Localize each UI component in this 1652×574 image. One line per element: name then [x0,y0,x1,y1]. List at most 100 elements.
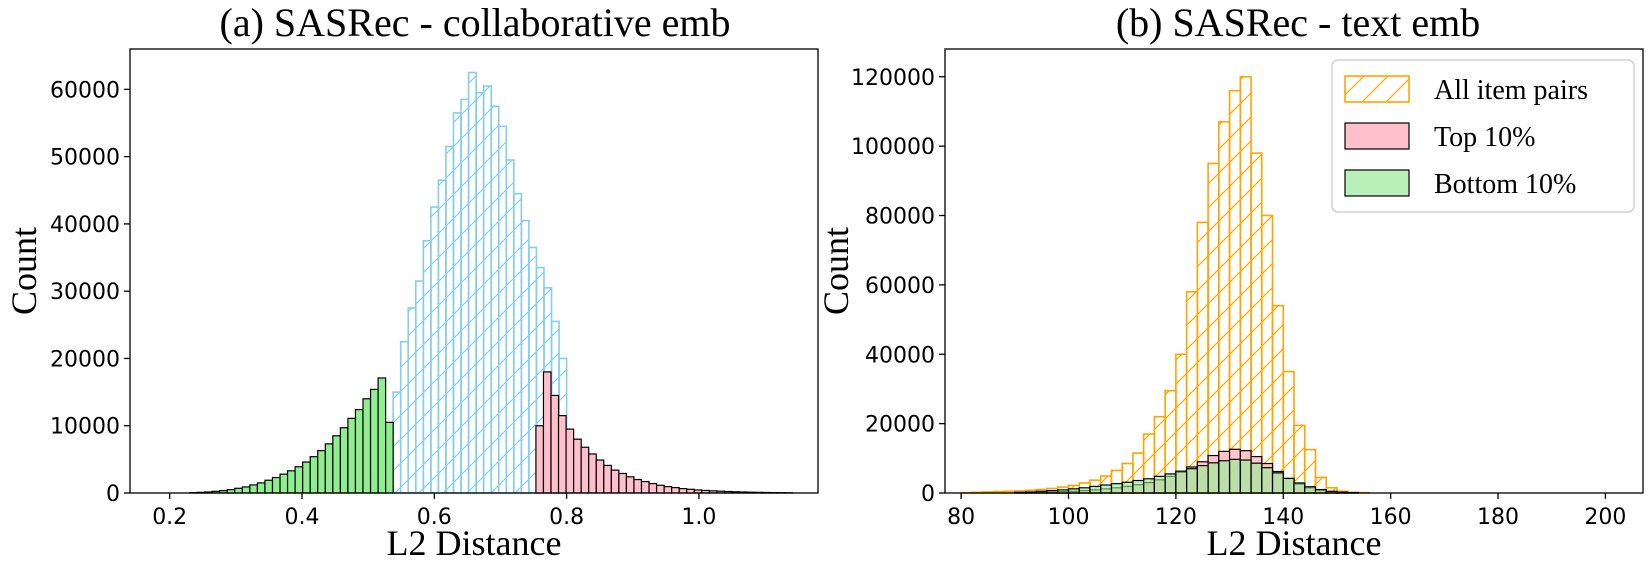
panel-a-bar-middle [475,91,485,494]
panel-a-bar-bottom-10 [377,377,387,494]
panel-b-bar-bottom-10 [1239,459,1252,494]
legend-swatch-all-pairs [1344,75,1410,103]
panel-a-bar-bottom-10 [256,482,266,494]
panel-a-bar-middle [528,246,538,494]
panel-b-bar-bottom-10 [1218,460,1231,494]
panel-a-bar-middle [482,85,493,494]
panel-a-bar-top-10 [542,371,552,494]
panel-a-bar-top-10 [625,476,635,494]
panel-a-bar-middle [490,105,500,494]
panel-a-bar-bottom-10 [354,408,364,494]
panel-a-bar-bottom-10 [317,450,326,494]
panel-b-bar-bottom-10 [1089,485,1102,494]
panel-a-bar-top-10 [595,459,605,494]
panel-b-bar-bottom-10 [1143,478,1156,494]
panel-a-bar-bottom-10 [309,456,319,494]
panel-b-bar-bottom-10 [1282,477,1295,494]
panel-b-bar-all-item-pairs [1282,370,1295,494]
panel-a-bar-bottom-10 [332,435,341,494]
panel-b-bar-bottom-10 [1261,467,1274,494]
panel-a-bar-bottom-10 [241,486,251,494]
panel-b-bar-bottom-10 [1100,484,1113,494]
panel-a-x-tick-label: 0.4 [285,505,320,530]
panel-a-bar-bottom-10 [286,470,296,494]
panel-a-bar-bottom-10 [339,427,349,494]
panel-a-y-tick-label: 40000 [50,213,120,238]
panel-b-bar-bottom-10 [1228,458,1241,494]
panel-a-bar-middle [430,206,440,494]
panel-b-bar-bottom-10 [1207,462,1220,494]
panel-b-bar-bottom-10 [1196,465,1209,494]
panel-b-x-tick-label: 100 [1047,505,1089,530]
panel-b-x-tick-label: 200 [1584,505,1626,530]
panel-a-bar-bottom-10 [369,388,379,494]
panel-a-bar-middle [422,239,432,494]
panel-b-y-tick-label: 20000 [865,413,935,438]
panel-b-bar-bottom-10 [1164,473,1177,494]
panel-b-bars [960,75,1370,494]
panel-b-bar-bottom-10 [1304,486,1317,494]
panel-a-bar-middle [452,112,462,494]
legend-label-top: Top 10% [1434,122,1535,153]
panel-b-bar-bottom-10 [1250,462,1263,494]
panel-a-bar-middle [513,192,523,494]
panel-a-bar-middle [407,307,417,494]
panel-b-x-tick-label: 120 [1155,505,1197,530]
panel-b-bar-all-item-pairs [1218,121,1231,494]
panel-a-bar-middle [505,159,515,494]
panel-a-x-ticks: 0.2 0.4 0.6 0.8 1.0 [152,493,716,530]
panel-b-bar-bottom-10 [1186,468,1198,494]
panel-a-x-tick-label: 1.0 [681,505,716,530]
panel-a-bar-top-10 [633,478,643,494]
panel-a-bar-bottom-10 [264,479,274,494]
panel-a-bar-middle [399,340,410,494]
panel-a-bar-top-10 [671,487,680,494]
panel-b-bar-all-item-pairs [1228,89,1242,494]
legend: All item pairs Top 10% Bottom 10% [1331,59,1635,213]
panel-a-bar-top-10 [535,425,545,494]
panel-a-x-tick-label: 0.6 [417,505,452,530]
panel-b-x-tick-label: 140 [1262,505,1304,530]
panel-b-y-tick-label: 100000 [851,135,935,160]
panel-a-x-tick-label: 0.8 [549,505,584,530]
panel-a-bar-top-10 [550,394,560,494]
panel-a-y-tick-label: 30000 [50,280,120,305]
panel-a-bar-bottom-10 [294,466,304,494]
panel-b-bar-bottom-10 [1271,472,1284,494]
panel-a-y-tick-label: 0 [106,482,120,507]
panel-a-bar-top-10 [603,464,612,494]
panel-b-axes-frame [944,48,1644,494]
panel-b-y-tick-label: 0 [921,482,935,507]
panel-b-title: (b) SASRec - text emb [1116,0,1480,45]
panel-a-bar-top-10 [663,486,673,494]
panel-a-bars [188,71,793,494]
panel-a-bar-top-10 [573,438,582,494]
panel-a-bar-bottom-10 [385,421,394,494]
panel-a: (a) SASRec - collaborative emb 0.2 0.4 0.6… [4,0,819,563]
panel-a-bar-middle [437,179,447,494]
panel-b-x-tick-label: 80 [947,505,975,530]
panel-b-y-tick-label: 120000 [851,66,935,91]
panel-a-bar-middle [497,125,508,494]
panel-a-bar-bottom-10 [362,398,372,494]
panel-a-bar-top-10 [580,446,590,494]
panel-a-bar-middle [460,98,470,494]
panel-a-bar-bottom-10 [302,461,311,494]
panel-a-bar-bottom-10 [279,473,289,494]
panel-a-bar-top-10 [618,472,628,494]
panel-a-bar-top-10 [648,482,658,494]
panel-a-bar-top-10 [557,415,567,494]
panel-a-bar-middle [467,71,477,494]
panel-b-x-ticks: 80 100 120 140 160 180 200 [947,493,1626,530]
panel-b: (b) SASRec - text emb 80 100 120 140 160 180 2… [816,0,1644,563]
panel-b-bar-all-item-pairs [1196,221,1209,494]
panel-b-y-ticks: 0 20000 40000 60000 80000 100000 120000 [851,66,945,507]
panel-a-y-tick-label: 10000 [50,415,120,440]
panel-b-bar-all-item-pairs [1260,214,1274,494]
panel-a-bar-bottom-10 [324,443,334,494]
panel-b-bar-bottom-10 [1078,487,1091,494]
panel-a-bar-bottom-10 [234,487,243,494]
panel-a-title: (a) SASRec - collaborative emb [220,0,731,45]
panel-a-bar-top-10 [678,488,688,494]
